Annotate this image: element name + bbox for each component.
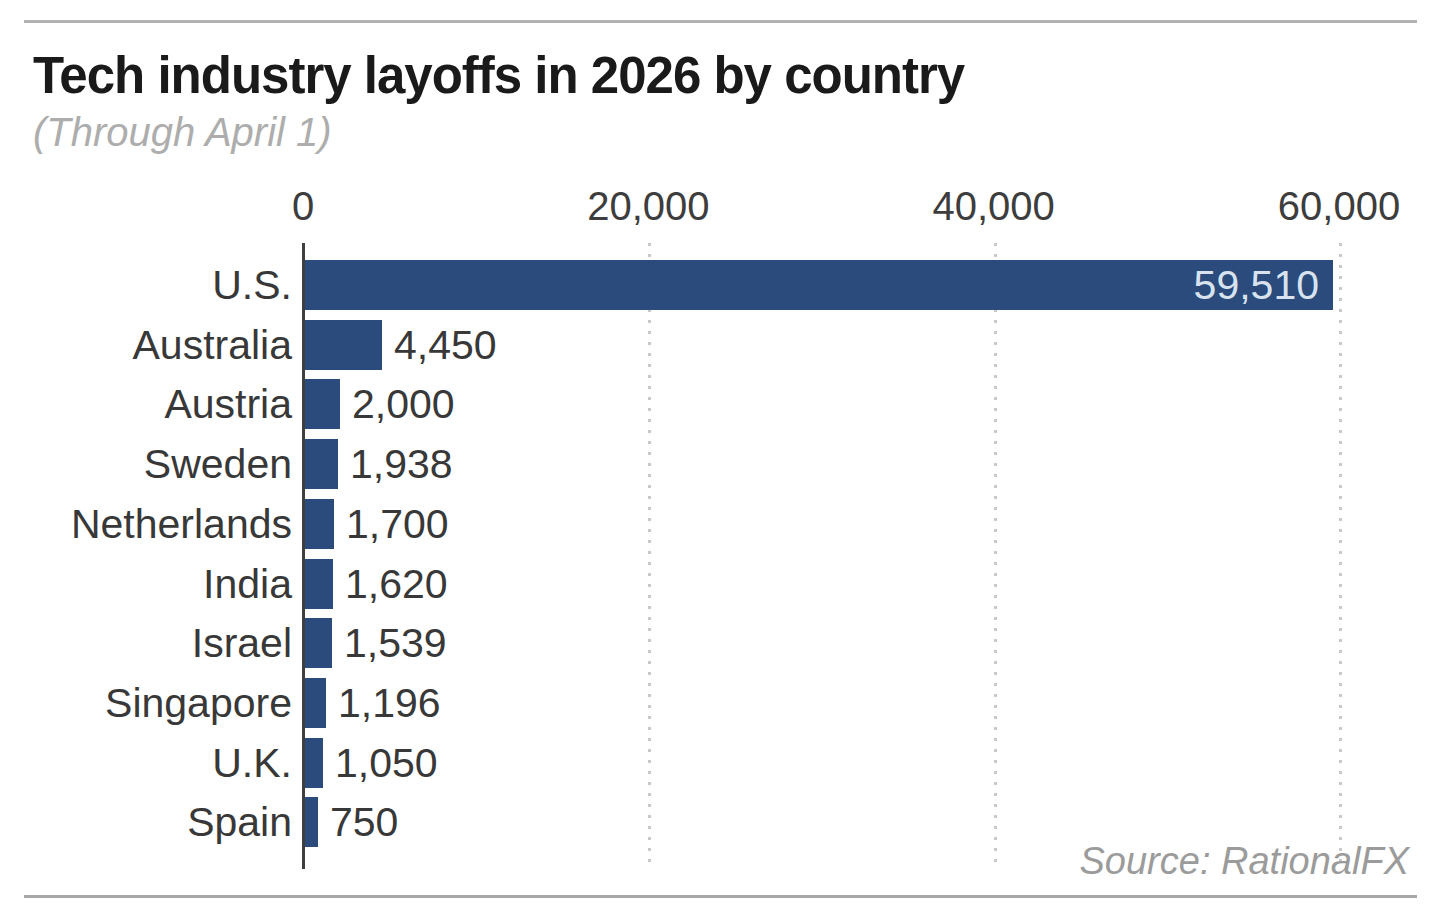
x-tick-label: 0 [193, 184, 413, 229]
value-label: 2,000 [352, 379, 455, 429]
category-label: Singapore [0, 678, 292, 728]
bar [305, 797, 318, 847]
category-label: U.K. [0, 738, 292, 788]
category-label: India [0, 559, 292, 609]
gridline [648, 243, 651, 862]
gridline [994, 243, 997, 862]
value-label: 1,700 [346, 499, 449, 549]
category-label: Sweden [0, 439, 292, 489]
category-label: U.S. [0, 260, 292, 310]
chart-page: Tech industry layoffs in 2026 by country… [0, 0, 1439, 924]
value-label: 1,196 [338, 678, 441, 728]
x-tick-label: 40,000 [884, 184, 1104, 229]
value-label: 1,938 [350, 439, 453, 489]
bar [305, 379, 340, 429]
value-label: 750 [330, 797, 398, 847]
source-label: Source: RationalFX [1080, 840, 1410, 883]
bar-chart-plot: 0 20,000 40,000 60,000 U.S. 59,510 Australia 4… [0, 0, 1439, 924]
bottom-divider [24, 895, 1417, 898]
x-tick-label: 60,000 [1229, 184, 1439, 229]
category-label: Austria [0, 379, 292, 429]
category-label: Netherlands [0, 499, 292, 549]
x-tick-label: 20,000 [538, 184, 758, 229]
category-label: Australia [0, 320, 292, 370]
value-label: 1,050 [335, 738, 438, 788]
bar [305, 618, 332, 668]
bar [305, 559, 333, 609]
bar [305, 499, 334, 549]
value-label: 1,539 [344, 618, 447, 668]
bar [305, 738, 323, 788]
gridline [1339, 243, 1342, 862]
bar [305, 678, 326, 728]
value-label: 59,510 [305, 260, 1319, 310]
category-label: Israel [0, 618, 292, 668]
value-label: 1,620 [345, 559, 448, 609]
bar [305, 320, 382, 370]
value-label: 4,450 [394, 320, 497, 370]
category-label: Spain [0, 797, 292, 847]
bar [305, 439, 338, 489]
